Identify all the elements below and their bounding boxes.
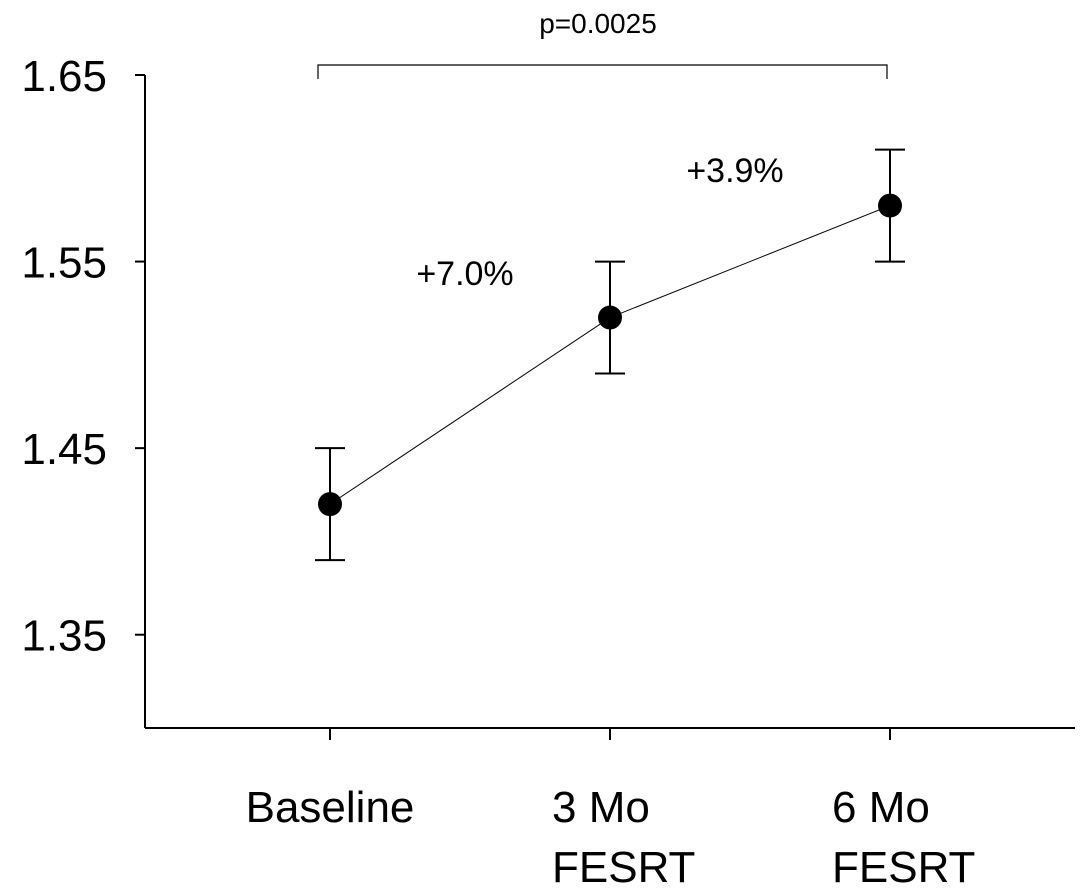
significance-label: p=0.0025 [539,8,657,39]
y-tick-label: 1.45 [21,425,107,474]
change-annotation: +7.0% [416,255,513,293]
significance-bracket [317,64,888,79]
x-tick-label: FESRT [832,843,975,892]
data-point [598,305,622,330]
y-tick-label: 1.35 [21,612,107,661]
change-annotation: +3.9% [686,152,783,190]
x-tick-label: Baseline [246,783,415,832]
x-tick-label: FESRT [552,843,695,892]
data-point [878,193,902,218]
y-tick-label: 1.55 [21,239,107,288]
axes [135,74,1075,740]
chart-marks [315,64,905,562]
chart-labels: 1.35 1.45 1.55 1.65 Baseline 3 Mo FESRT 6 Mo FES… [21,8,975,892]
data-point [318,492,342,517]
x-tick-label: 6 Mo [832,783,930,832]
x-tick-label: 3 Mo [552,783,650,832]
y-tick-label: 1.65 [21,52,107,101]
